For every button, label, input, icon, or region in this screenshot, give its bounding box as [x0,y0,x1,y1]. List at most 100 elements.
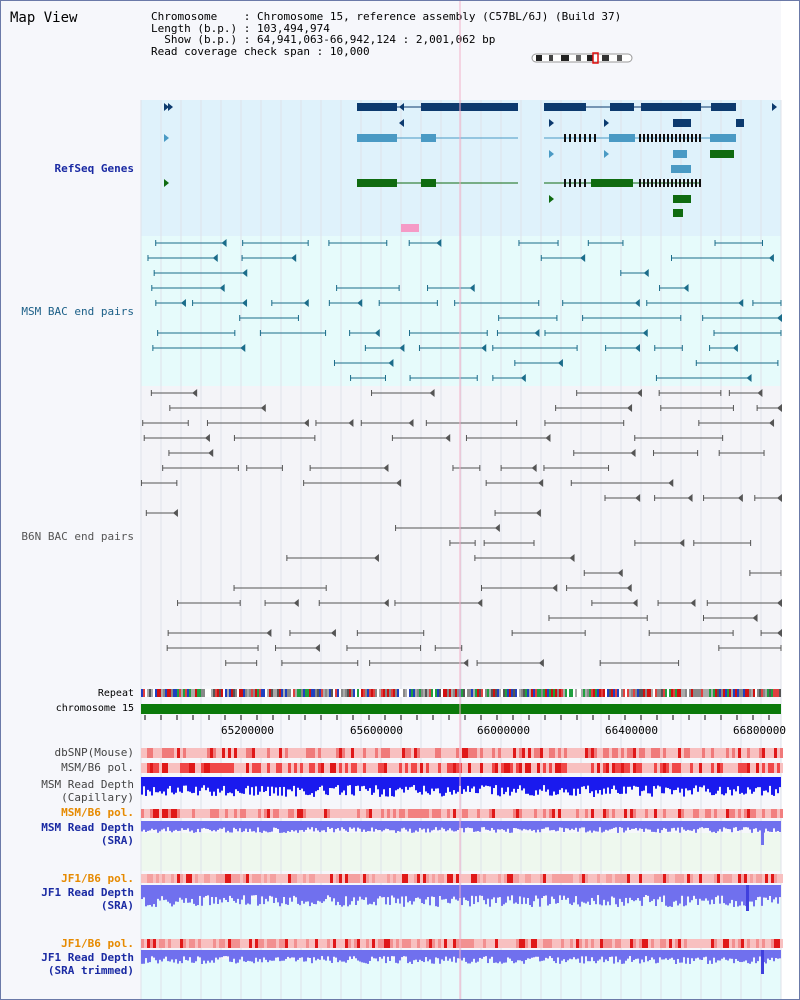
b6n-bac-pair-end[interactable] [777,494,782,502]
gene-exon[interactable] [591,179,633,187]
msm-bac-pairs-track[interactable] [147,239,782,382]
b6n-bac-pair-end[interactable] [463,659,469,667]
gene-exon[interactable] [679,134,681,142]
gene-exon[interactable] [609,134,635,142]
gene-exon[interactable] [695,179,697,187]
gene-exon[interactable] [357,103,397,111]
gene-strand-marker[interactable] [168,103,173,111]
b6n-bac-pair-end[interactable] [777,629,782,637]
b6n-bac-pair-end[interactable] [303,419,309,427]
gene-exon[interactable] [655,179,657,187]
b6n-bac-pair-end[interactable] [408,419,414,427]
gene-exon[interactable] [569,134,571,142]
gene-exon[interactable] [673,195,691,203]
msm-bac-pair-end[interactable] [357,299,363,307]
gene-strand-marker[interactable] [549,119,554,127]
b6n-bac-pair-end[interactable] [494,524,500,532]
b6n-bac-pair-end[interactable] [260,404,266,412]
gene-exon[interactable] [663,134,665,142]
b6n-bac-pair-end[interactable] [632,599,638,607]
gene-exon[interactable] [357,134,397,142]
b6n-bac-pair-end[interactable] [569,554,575,562]
gene-exon[interactable] [579,134,581,142]
gene-exon[interactable] [663,179,665,187]
gene-strand-marker[interactable] [164,103,169,111]
msm-bac-pair-end[interactable] [303,299,309,307]
b6n-bac-pair-end[interactable] [737,494,743,502]
gene-exon[interactable] [655,134,657,142]
gene-exon[interactable] [651,134,653,142]
gene-exon[interactable] [584,179,586,187]
msm-bac-pair-end[interactable] [481,344,487,352]
gene-exon[interactable] [673,150,687,158]
gene-exon[interactable] [710,150,734,158]
gene-exon[interactable] [651,179,653,187]
b6n-bac-pair-end[interactable] [396,479,402,487]
gene-exon[interactable] [421,179,436,187]
msm-bac-pair-end[interactable] [374,329,380,337]
b6n-bac-pair-end[interactable] [330,629,336,637]
gene-exon[interactable] [357,179,397,187]
b6n-bac-pair-end[interactable] [627,404,633,412]
gene-exon[interactable] [699,134,701,142]
b6n-bac-pair-end[interactable] [769,419,775,427]
gene-exon[interactable] [699,179,701,187]
b6n-bac-pair-end[interactable] [635,494,641,502]
b6n-bac-pair-end[interactable] [192,389,198,397]
b6n-bac-pair-end[interactable] [538,479,544,487]
gene-exon[interactable] [569,179,571,187]
gene-strand-marker[interactable] [399,103,404,111]
b6n-bac-pair-end[interactable] [752,614,758,622]
chromosome-ideogram[interactable] [531,52,633,64]
msm-bac-pair-end[interactable] [388,359,394,367]
gene-exon[interactable] [589,134,591,142]
gene-exon[interactable] [710,134,736,142]
b6n-bac-pair-end[interactable] [626,584,632,592]
gene-exon[interactable] [687,134,689,142]
gene-exon[interactable] [671,165,691,173]
gene-exon[interactable] [647,134,649,142]
gene-strand-marker[interactable] [604,150,609,158]
msm-bac-pair-end[interactable] [221,239,227,247]
gene-exon[interactable] [691,134,693,142]
msm-bac-pair-end[interactable] [291,254,297,262]
b6n-bac-pair-end[interactable] [445,434,451,442]
b6n-bac-pair-end[interactable] [204,434,210,442]
gene-exon[interactable] [641,103,701,111]
gene-exon[interactable] [647,179,649,187]
gene-exon[interactable] [610,103,634,111]
gene-exon[interactable] [564,134,566,142]
gene-strand-marker[interactable] [604,119,609,127]
gene-exon[interactable] [675,134,677,142]
gene-exon[interactable] [675,179,677,187]
msm-bac-pair-end[interactable] [580,254,586,262]
gene-exon[interactable] [401,224,419,232]
msm-bac-pair-end[interactable] [634,299,640,307]
gene-exon[interactable] [736,119,744,127]
b6n-bac-pair-end[interactable] [668,479,674,487]
gene-exon[interactable] [667,134,669,142]
gene-exon[interactable] [683,134,685,142]
gene-exon[interactable] [584,134,586,142]
gene-exon[interactable] [564,179,566,187]
b6n-bac-pair-end[interactable] [630,449,636,457]
gene-exon[interactable] [673,119,691,127]
gene-exon[interactable] [683,179,685,187]
msm-bac-pair-end[interactable] [242,269,248,277]
b6n-bac-pair-end[interactable] [208,449,214,457]
b6n-bac-pair-end[interactable] [531,464,537,472]
gene-strand-marker[interactable] [549,150,554,158]
gene-exon[interactable] [574,179,576,187]
gene-exon[interactable] [691,179,693,187]
gene-exon[interactable] [659,179,661,187]
gene-exon[interactable] [671,134,673,142]
repeat-track[interactable] [141,689,781,697]
b6n-bac-pair-end[interactable] [314,644,320,652]
gene-exon[interactable] [643,134,645,142]
gene-exon[interactable] [421,134,436,142]
b6n-bac-pair-end[interactable] [687,494,693,502]
msm-bac-pair-end[interactable] [240,344,246,352]
gene-strand-marker[interactable] [772,103,777,111]
gene-exon[interactable] [711,103,736,111]
msm-bac-pair-end[interactable] [643,269,649,277]
